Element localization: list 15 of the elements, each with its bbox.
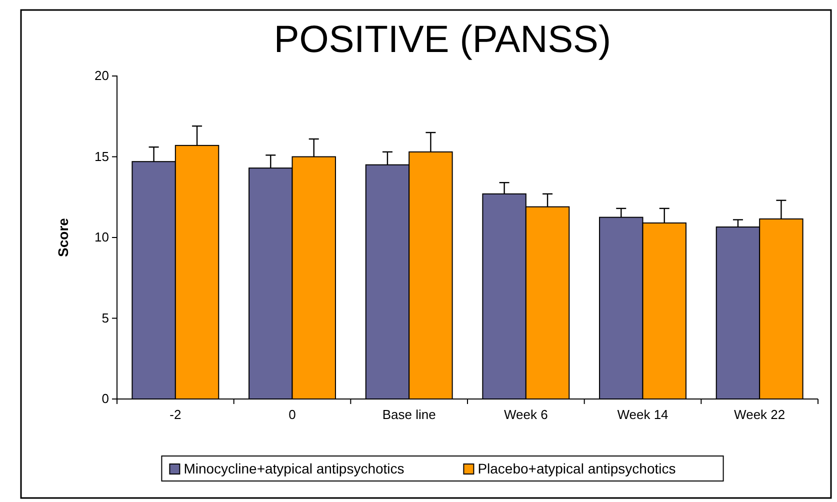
x-tick-label: Week 22 [734,406,786,422]
y-tick-label: 10 [94,230,109,245]
x-tick-label: -2 [170,406,182,422]
y-tick-label: 0 [102,391,109,406]
x-tick-label: Week 6 [504,406,548,422]
x-tick-label: 0 [288,406,296,422]
x-tick-label: Week 14 [617,406,668,422]
legend-label: Minocycline+atypical antipsychotics [184,460,404,476]
y-tick-label: 15 [94,148,109,164]
chart-title: POSITIVE (PANSS) [274,19,612,61]
x-tick-label: Base line [382,406,436,422]
y-tick-label: 20 [94,68,109,84]
y-tick-label: 5 [102,310,109,326]
y-axis-title: Score [55,218,71,257]
legend-label: Placebo+atypical antipsychotics [478,460,676,476]
